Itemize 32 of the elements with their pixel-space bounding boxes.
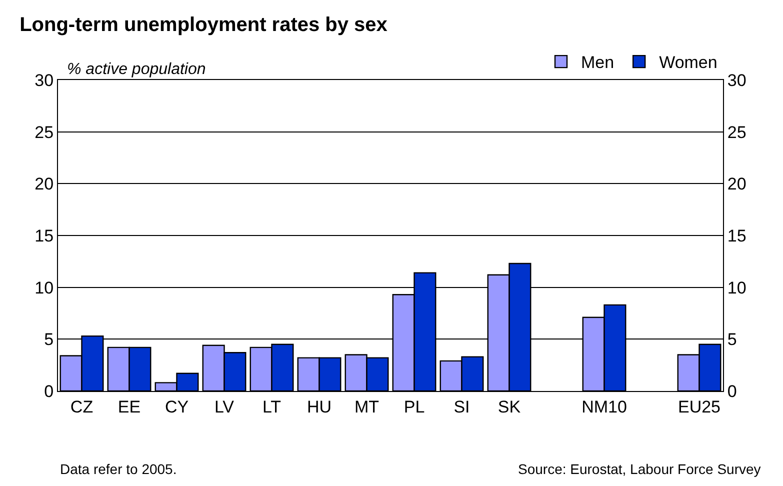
- x-tick-label: NM10: [582, 397, 627, 416]
- legend-label: Women: [659, 53, 718, 72]
- legend-label: Men: [581, 53, 614, 72]
- x-tick-label: HU: [306, 397, 332, 416]
- x-tick-label: CY: [164, 397, 189, 416]
- y2-tick-label: 10: [727, 278, 746, 298]
- y2-tick-label: 25: [727, 122, 746, 142]
- x-tick-label: MT: [354, 397, 380, 416]
- source-note: Source: Eurostat, Labour Force Survey: [518, 461, 761, 477]
- x-tick-label: SI: [454, 397, 470, 416]
- y-tick-label: 5: [44, 330, 54, 350]
- chart-title: Long-term unemployment rates by sex: [20, 14, 388, 36]
- y2-tick-label: 5: [727, 330, 737, 350]
- y-tick-label: 30: [34, 70, 54, 90]
- x-tick-label: EE: [118, 397, 141, 416]
- x-tick-label: LV: [214, 397, 235, 416]
- y-axis-title: % active population: [67, 61, 206, 78]
- y-tick-label: 15: [34, 226, 54, 246]
- y2-tick-label: 30: [727, 70, 746, 90]
- x-tick-label: EU25: [678, 397, 721, 416]
- y-tick-label: 0: [44, 382, 54, 401]
- x-tick-label: CZ: [70, 397, 94, 416]
- y2-tick-label: 20: [727, 174, 746, 194]
- x-tick-label: LT: [262, 397, 282, 416]
- y-tick-label: 10: [34, 278, 54, 298]
- x-tick-label: PL: [404, 397, 425, 416]
- y2-tick-label: 0: [727, 382, 737, 401]
- y2-tick-label: 15: [727, 226, 746, 246]
- x-tick-label: SK: [498, 397, 522, 416]
- y-tick-label: 25: [34, 122, 54, 142]
- text: Data refer to 2005.: [60, 461, 177, 477]
- y-tick-label: 20: [34, 174, 54, 194]
